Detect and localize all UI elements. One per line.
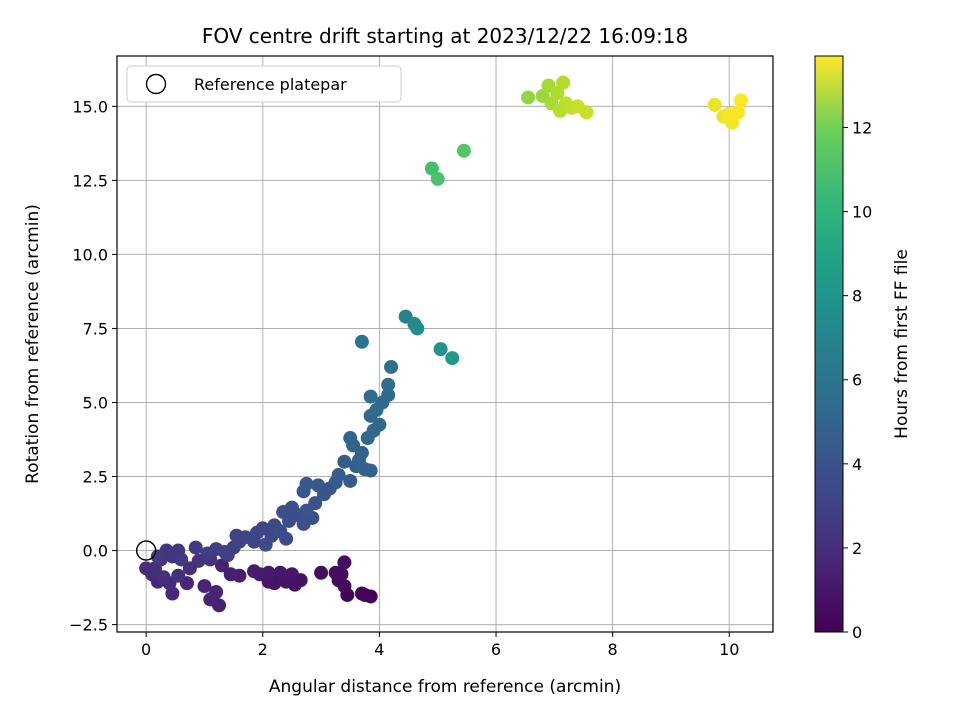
data-point [456,143,471,158]
grid [117,56,773,632]
y-tick-label: −2.5 [69,616,108,635]
data-point [445,351,460,366]
data-point [410,321,425,336]
data-point [284,567,299,582]
data-point [731,105,746,120]
data-point [733,93,748,108]
x-tick-label: 6 [491,640,501,659]
y-axis-label: Rotation from reference (arcmin) [23,204,43,484]
colorbar-tick-label: 12 [852,118,872,137]
colorbar-tick-label: 0 [852,623,862,642]
data-point [381,377,396,392]
colorbar: 0 2 4 6 8 10 12 Hours from first FF file [814,55,912,642]
data-point [214,558,229,573]
reference-marker [135,540,157,561]
y-tick-label: 12.5 [72,171,108,190]
data-point [337,555,352,570]
data-point [314,565,329,580]
data-point [550,86,565,101]
y-axis-ticks: −2.5 0.0 2.5 5.0 7.5 10.0 12.5 15.0 [69,97,117,635]
legend-box [126,65,402,103]
x-tick-label: 0 [141,640,151,659]
data-point [363,389,378,404]
data-point [284,500,299,515]
data-point [343,431,358,446]
y-tick-label: 15.0 [72,97,108,116]
chart-title: FOV centre drift starting at 2023/12/22 … [202,24,688,48]
data-point [299,476,314,491]
data-point [197,579,212,594]
data-point [311,478,326,493]
y-tick-label: 2.5 [83,468,108,487]
legend-marker [145,73,167,95]
colorbar-tick-label: 6 [852,371,862,390]
data-point [430,171,445,186]
x-tick-label: 4 [374,640,384,659]
colorbar-tick-label: 4 [852,455,862,474]
x-axis-ticks: 0 2 4 6 8 10 [141,632,739,659]
data-point [381,388,396,403]
colorbar-tick-label: 10 [852,203,872,222]
legend-label: Reference platepar [194,75,347,94]
data-point [372,417,387,432]
colorbar-label: Hours from first FF file [892,249,912,439]
colorbar-gradient [814,55,844,633]
y-tick-label: 10.0 [72,245,108,264]
data-point [156,570,171,585]
x-tick-label: 8 [608,640,618,659]
data-point [150,549,165,564]
data-point [384,359,399,374]
data-point [424,161,439,176]
data-point [331,468,346,483]
data-point [174,552,189,567]
legend: Reference platepar [126,65,402,103]
data-point [220,548,235,563]
data-point [579,105,594,120]
data-point [188,540,203,555]
plot-frame [116,55,774,633]
colorbar-ticks: 0 2 4 6 8 10 12 [843,118,872,642]
y-tick-label: 0.0 [83,542,108,561]
data-point [209,585,224,600]
data-point [521,90,536,105]
data-point [707,97,722,112]
data-point [354,334,369,349]
data-point [369,402,384,417]
colorbar-tick-label: 2 [852,539,862,558]
data-point [273,565,288,580]
data-point [328,565,343,580]
data-point [354,586,369,601]
y-tick-label: 5.0 [83,393,108,412]
data-point [229,528,244,543]
data-point [247,564,262,579]
data-point [258,537,273,552]
x-axis-label: Angular distance from reference (arcmin) [269,677,621,697]
data-point [363,463,378,478]
data-point [308,496,323,511]
data-point [343,473,358,488]
data-point [337,454,352,469]
data-point [223,567,238,582]
data-point [171,568,186,583]
x-tick-label: 10 [719,640,739,659]
x-tick-label: 2 [258,640,268,659]
data-point [556,75,571,90]
y-tick-label: 7.5 [83,319,108,338]
colorbar-tick-label: 8 [852,287,862,306]
data-point [433,342,448,357]
data-point [273,524,288,539]
data-points [139,75,748,613]
